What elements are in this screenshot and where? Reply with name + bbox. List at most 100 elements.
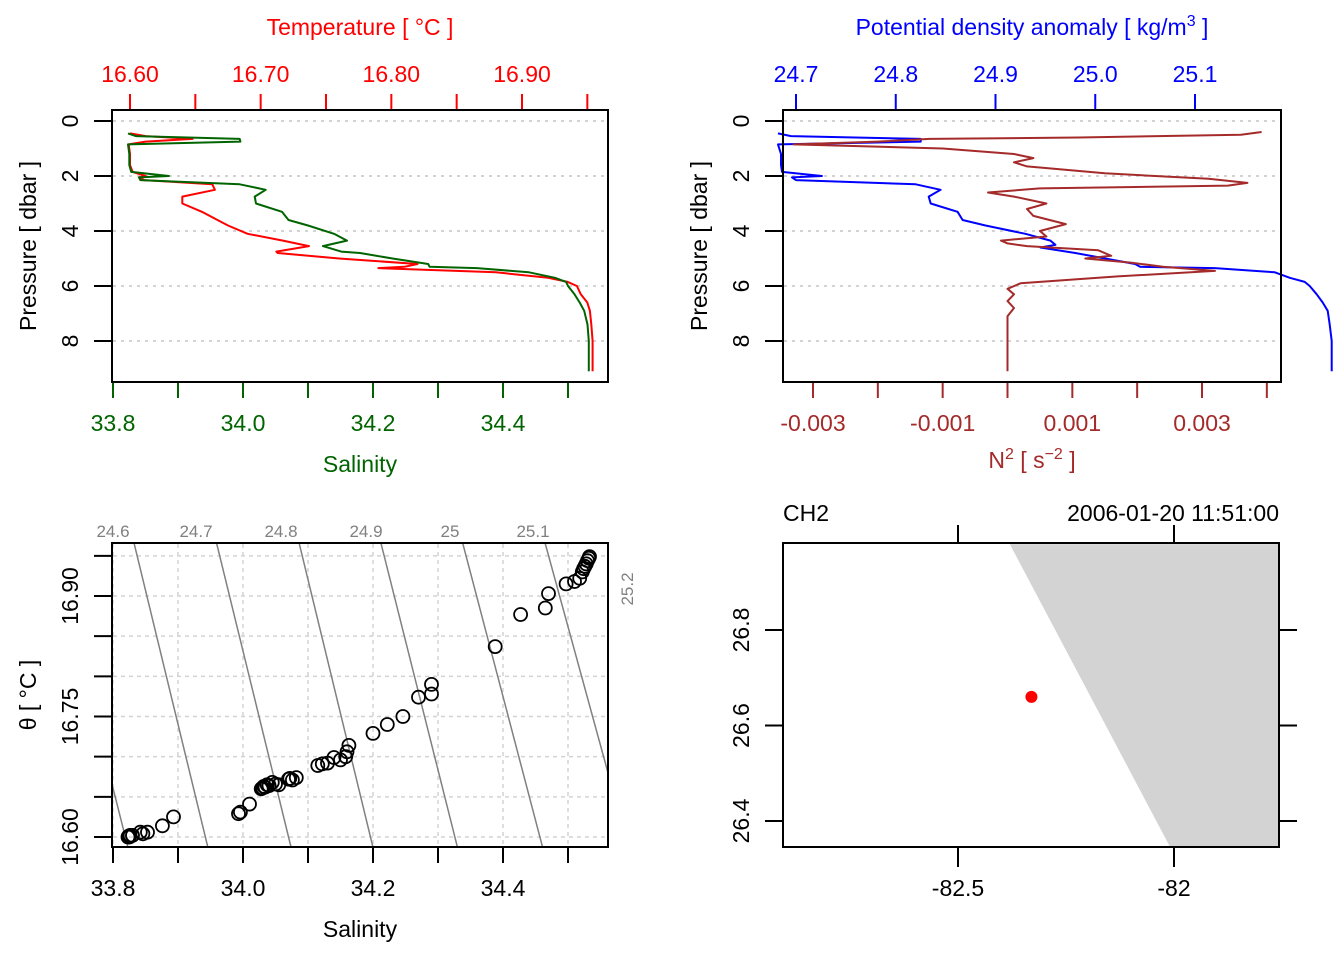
theta-axis-ticks: 16.60 16.75 16.90 <box>57 554 112 866</box>
map-axis-ticks: -82.5 -82 26.4 26.6 26.8 <box>728 525 1297 901</box>
ts-point <box>242 796 257 812</box>
y-tick-label: 2 <box>57 170 83 183</box>
x-tick-label: -0.003 <box>780 410 845 436</box>
pressure-axis-title: Pressure [ dbar ] <box>15 161 41 331</box>
salinity-axis-ticks: 33.8 34.0 34.2 34.4 <box>91 382 569 436</box>
ts-point <box>365 726 381 741</box>
ts-profile-lines <box>127 132 594 372</box>
ts-point <box>395 709 411 724</box>
n2-title-end: ] <box>1063 447 1076 473</box>
x-tick-label: 16.90 <box>493 61 551 87</box>
ts-point <box>261 778 277 793</box>
ts-point <box>424 686 439 702</box>
ts-point <box>166 809 181 825</box>
temperature-axis-title: Temperature [ °C ] <box>267 14 454 40</box>
x-tick-label: 16.70 <box>232 61 290 87</box>
ts-points <box>120 549 597 845</box>
y-tick-label: 4 <box>57 224 83 237</box>
ts-point <box>339 744 355 760</box>
x-tick-label: 16.80 <box>363 61 421 87</box>
ts-point <box>558 576 574 592</box>
ts-point <box>314 756 330 772</box>
x-tick-label: 33.8 <box>91 875 136 901</box>
y-tick-label: 0 <box>728 115 754 128</box>
n2-title-n: N <box>988 447 1005 473</box>
lat-tick-label: 26.6 <box>728 703 754 748</box>
isopycnal-line <box>380 544 458 846</box>
ts-point <box>541 586 556 601</box>
density-axis-title: Potential density anomaly [ kg/m3 ] <box>856 13 1209 40</box>
land-polygon <box>1009 544 1279 847</box>
x-tick-label: 33.8 <box>91 410 136 436</box>
isopycnal-labels: 24.6 24.7 24.8 24.9 25 25.1 25.2 <box>96 522 637 606</box>
density-axis-ticks: 24.7 24.8 24.9 25.0 25.1 <box>774 61 1217 110</box>
y-tick-label: 16.90 <box>57 567 83 625</box>
x-tick-label: 25.0 <box>1073 61 1118 87</box>
density-n2-panel: Potential density anomaly [ kg/m3 ] 24.7… <box>686 13 1333 473</box>
ts-diagram-frame <box>111 542 609 848</box>
ts-point <box>537 600 553 616</box>
n2-title-sup2: −2 <box>1045 446 1063 463</box>
density-axis-title-sup: 3 <box>1187 13 1196 30</box>
station-marker <box>1025 690 1038 703</box>
isopycnal-line <box>113 784 129 846</box>
y-tick-label: 16.60 <box>57 808 83 866</box>
salinity-axis-ticks: 33.8 34.0 34.2 34.4 <box>91 847 569 901</box>
ts-point <box>582 549 597 564</box>
n2-axis-title: N2 [ s−2 ] <box>988 446 1075 473</box>
ts-point <box>232 804 248 820</box>
ts-point <box>282 771 298 786</box>
ts-grid <box>112 544 607 846</box>
density-axis-title-text: Potential density anomaly [ kg/m <box>856 14 1187 40</box>
ts-point <box>125 828 140 843</box>
x-tick-label: 34.4 <box>481 875 526 901</box>
x-tick-label: 34.0 <box>221 875 266 901</box>
isopycnal-label: 24.7 <box>179 522 212 541</box>
lat-tick-label: 26.8 <box>728 608 754 653</box>
density-axis-title-end: ] <box>1196 14 1209 40</box>
ts-diagram-panel: 24.6 24.7 24.8 24.9 25 25.125.2 33.8 34.0 34.2 3… <box>15 522 637 942</box>
ts-point <box>154 818 170 834</box>
y-tick-label: 4 <box>728 224 754 237</box>
isopycnal-line <box>462 544 544 846</box>
pressure-gridlines <box>784 120 1280 342</box>
n2-title-sup: 2 <box>1005 446 1014 463</box>
density-n2-lines <box>777 131 1333 372</box>
temperature-axis-ticks: 16.60 16.70 16.80 16.90 <box>101 61 589 110</box>
ts-point <box>288 770 304 785</box>
x-tick-label: 34.2 <box>351 875 396 901</box>
isopycnal-line <box>298 544 374 846</box>
salinity-axis-title: Salinity <box>323 451 398 477</box>
ts-profile-panel: Temperature [ °C ] 16.60 16.70 16.80 16.90 … <box>15 14 609 477</box>
x-tick-label: 34.4 <box>481 410 526 436</box>
ts-point <box>424 677 439 692</box>
isopycnal-label: 25.2 <box>618 572 637 605</box>
salinity-line <box>127 132 590 372</box>
y-tick-label: 6 <box>57 280 83 293</box>
x-tick-label: 34.0 <box>221 410 266 436</box>
x-tick-label: 0.001 <box>1044 410 1102 436</box>
x-tick-label: 24.8 <box>873 61 918 87</box>
y-tick-label: 8 <box>57 335 83 348</box>
isopycnal-label: 25 <box>441 522 460 541</box>
pressure-axis-ticks: 0 2 4 6 8 <box>57 115 112 348</box>
ts-point <box>379 717 395 732</box>
pressure-axis-title: Pressure [ dbar ] <box>686 161 712 331</box>
isopycnal-line <box>133 544 209 846</box>
theta-axis-title: θ [ °C ] <box>15 660 41 731</box>
ts-salinity-axis-title: Salinity <box>323 916 398 942</box>
x-tick-label: 24.9 <box>973 61 1018 87</box>
map-frame <box>782 542 1280 848</box>
isopycnal-label: 24.9 <box>349 522 382 541</box>
station-map-panel: CH2 2006-01-20 11:51:00 -82.5 -82 26.4 26.6… <box>728 500 1297 901</box>
y-tick-label: 8 <box>728 335 754 348</box>
isopycnal-line <box>544 544 607 772</box>
lon-tick-label: -82.5 <box>932 875 984 901</box>
pressure-axis-ticks: 0 2 4 6 8 <box>728 115 783 348</box>
n2-line <box>792 131 1262 372</box>
x-tick-label: 34.2 <box>351 410 396 436</box>
density-n2-frame <box>782 109 1282 383</box>
n2-axis-ticks: -0.003 -0.001 0.001 0.003 <box>780 382 1268 436</box>
x-tick-label: 0.003 <box>1173 410 1231 436</box>
